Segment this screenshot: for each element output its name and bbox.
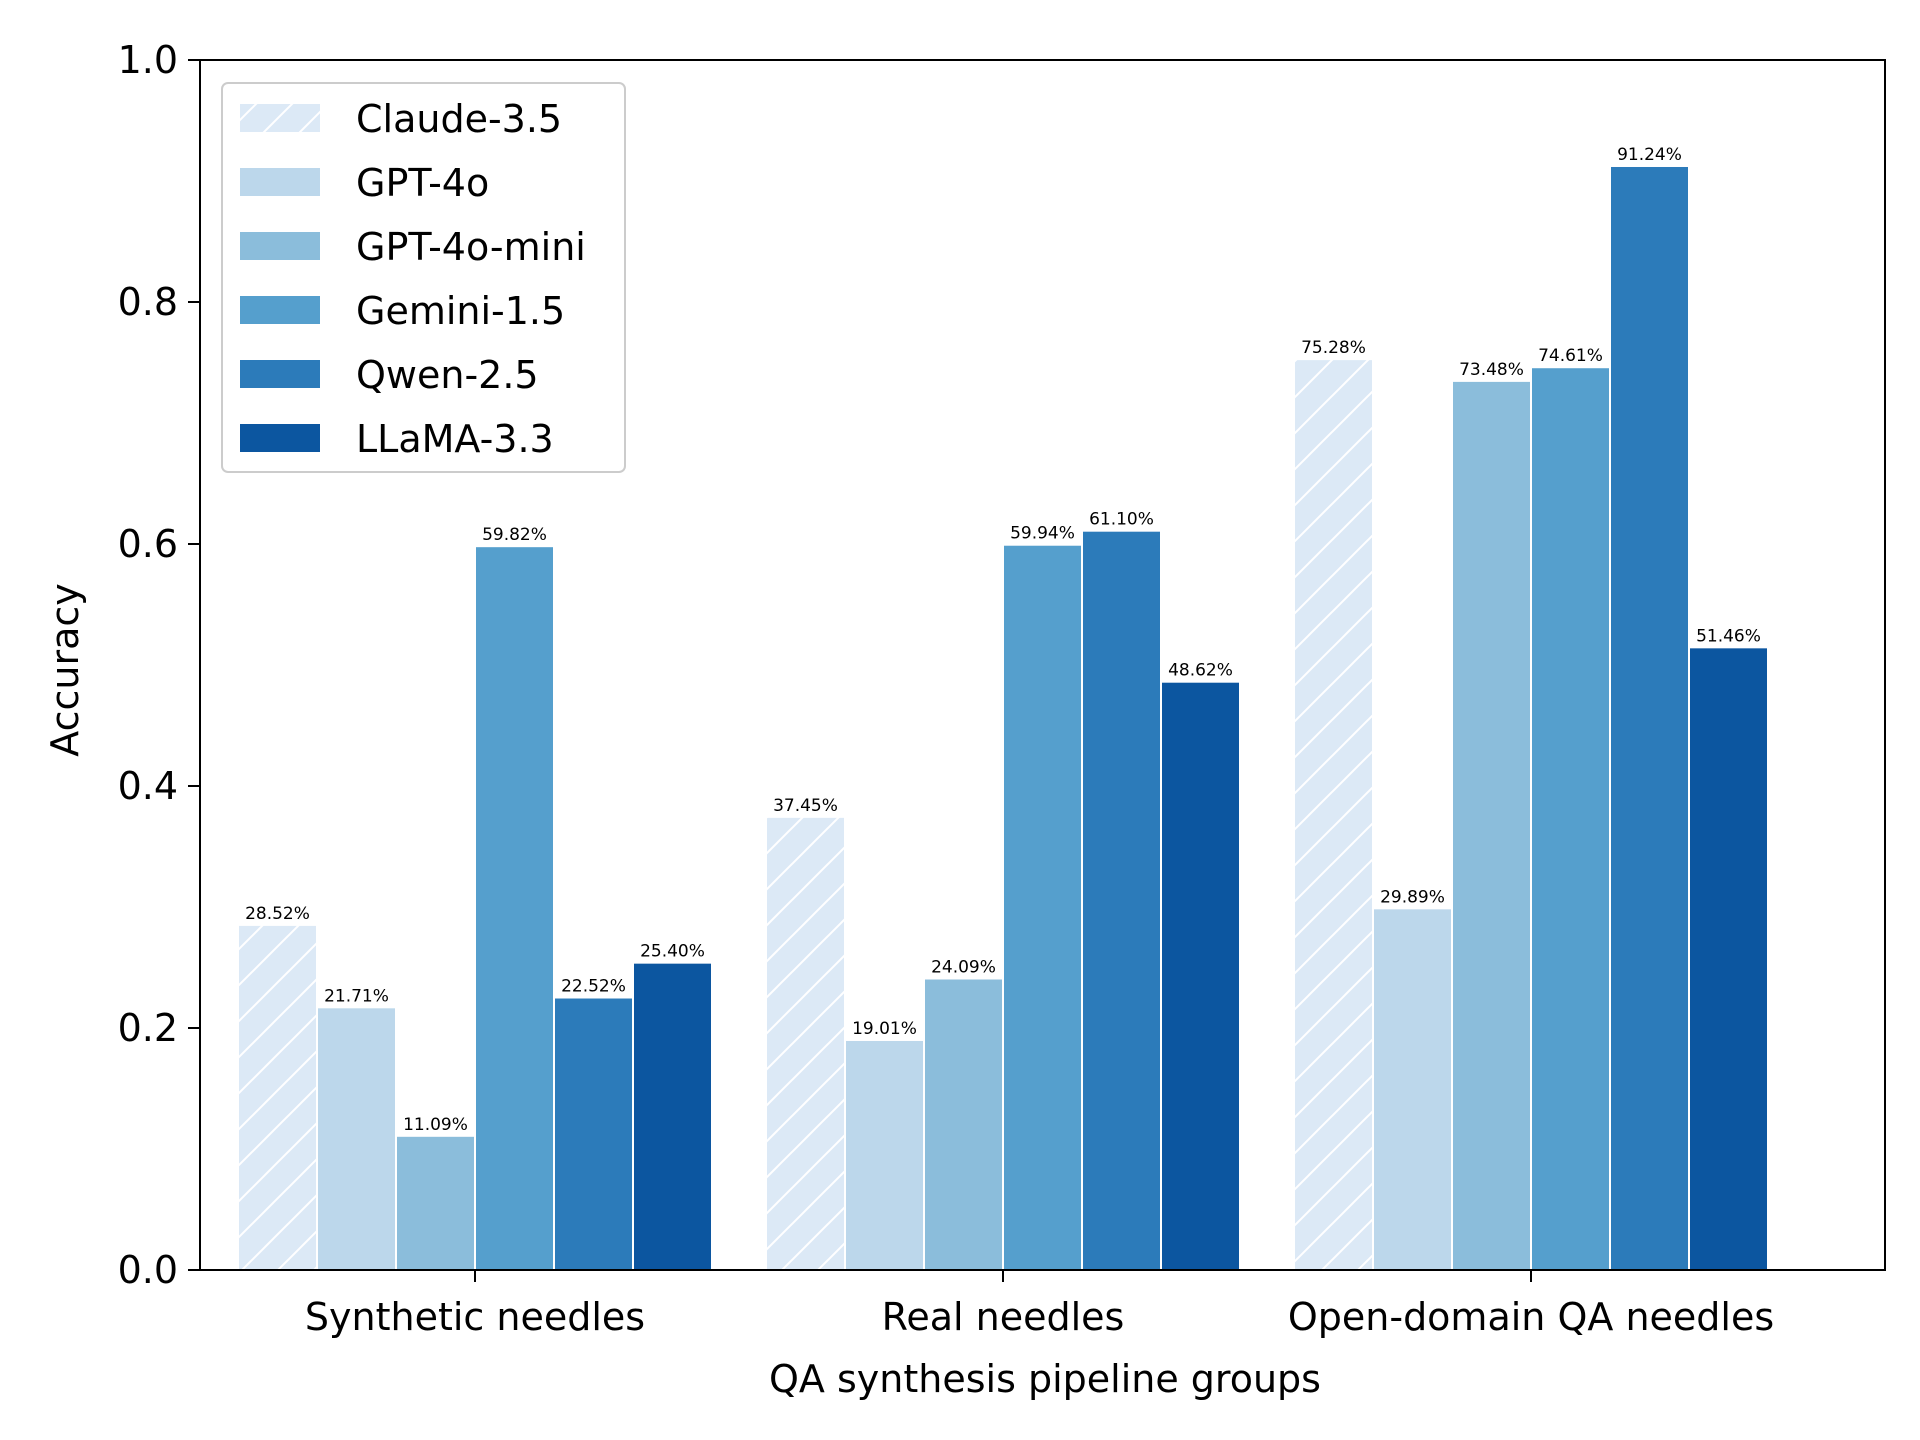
data-label-3-2: 74.61%	[1538, 346, 1603, 366]
bar-1-0	[316, 1006, 397, 1272]
legend-label-0: Claude-3.5	[356, 97, 562, 141]
bar-5-0	[632, 961, 713, 1271]
legend-swatch-hatch-0	[240, 104, 320, 132]
bar-3-2	[1530, 366, 1611, 1271]
data-label-5-2: 51.46%	[1696, 626, 1761, 646]
data-label-5-0: 25.40%	[640, 942, 705, 962]
bar-2-2	[1451, 379, 1532, 1271]
data-label-2-1: 24.09%	[931, 958, 996, 978]
legend: Claude-3.5 GPT-4o GPT-4o-mini Gemini-1.5 Qwe…	[221, 82, 626, 473]
y-tick-label-0: 0.0	[118, 1248, 178, 1292]
bar-5-1	[1160, 680, 1241, 1271]
data-label-5-1: 48.62%	[1168, 661, 1233, 681]
data-label-4-0: 22.52%	[561, 977, 626, 997]
bar-4-0	[553, 996, 634, 1271]
x-tick-label-0: Synthetic needles	[305, 1295, 645, 1339]
x-tick-label-2: Open-domain QA needles	[1288, 1295, 1774, 1339]
x-tick-label-1: Real needles	[882, 1295, 1125, 1339]
legend-label-3: Gemini-1.5	[356, 289, 565, 333]
legend-label-5: LLaMA-3.3	[356, 417, 554, 461]
bar-3-1	[1002, 543, 1083, 1271]
bar-hatch-0-2	[1294, 359, 1373, 1270]
bar-2-1	[923, 977, 1004, 1271]
bar-1-1	[844, 1038, 925, 1271]
data-label-4-2: 91.24%	[1617, 145, 1682, 165]
data-labels-group: 28.52% 37.45% 75.28% 21.71% 19.01% 29.89% 11.0…	[245, 145, 1761, 1135]
legend-box	[221, 82, 626, 473]
y-tick-label-1: 0.2	[118, 1006, 178, 1050]
bar-4-1	[1081, 529, 1162, 1271]
legend-label-1: GPT-4o	[356, 161, 489, 205]
legend-swatch-3	[240, 296, 320, 324]
legend-swatch-2	[240, 232, 320, 260]
y-axis-title: Accuracy	[43, 583, 87, 757]
y-tick-label-4: 0.8	[118, 280, 178, 324]
data-label-3-1: 59.94%	[1010, 524, 1075, 544]
bar-hatch-0-1	[766, 816, 845, 1270]
data-label-0-2: 75.28%	[1301, 338, 1366, 358]
legend-label-2: GPT-4o-mini	[356, 225, 586, 269]
axes-group: 0.0 0.2 0.4 0.6 0.8 1.0 Synthetic needles Real …	[118, 38, 1886, 1339]
data-label-2-0: 11.09%	[403, 1115, 468, 1135]
bars-group	[237, 164, 1769, 1272]
bar-5-2	[1688, 646, 1769, 1271]
bar-4-2	[1609, 164, 1690, 1272]
data-label-4-1: 61.10%	[1089, 510, 1154, 530]
legend-label-4: Qwen-2.5	[356, 353, 539, 397]
bar-1-2	[1372, 907, 1453, 1271]
x-axis-title: QA synthesis pipeline groups	[769, 1357, 1321, 1401]
y-tick-label-5: 1.0	[118, 38, 178, 82]
y-tick-label-2: 0.4	[118, 764, 178, 808]
legend-swatch-4	[240, 360, 320, 388]
data-label-1-0: 21.71%	[324, 986, 389, 1006]
data-label-1-2: 29.89%	[1380, 887, 1445, 907]
legend-swatch-5	[240, 424, 320, 452]
bar-3-0	[474, 545, 555, 1271]
y-tick-label-3: 0.6	[118, 522, 178, 566]
data-label-1-1: 19.01%	[852, 1019, 917, 1039]
data-label-2-2: 73.48%	[1459, 360, 1524, 380]
bar-hatch-0-0	[238, 924, 317, 1270]
data-label-0-1: 37.45%	[773, 796, 838, 816]
plot-frame	[199, 59, 1886, 1271]
data-label-3-0: 59.82%	[482, 525, 547, 545]
bar-2-0	[395, 1134, 476, 1272]
legend-swatch-1	[240, 168, 320, 196]
data-label-0-0: 28.52%	[245, 904, 310, 924]
